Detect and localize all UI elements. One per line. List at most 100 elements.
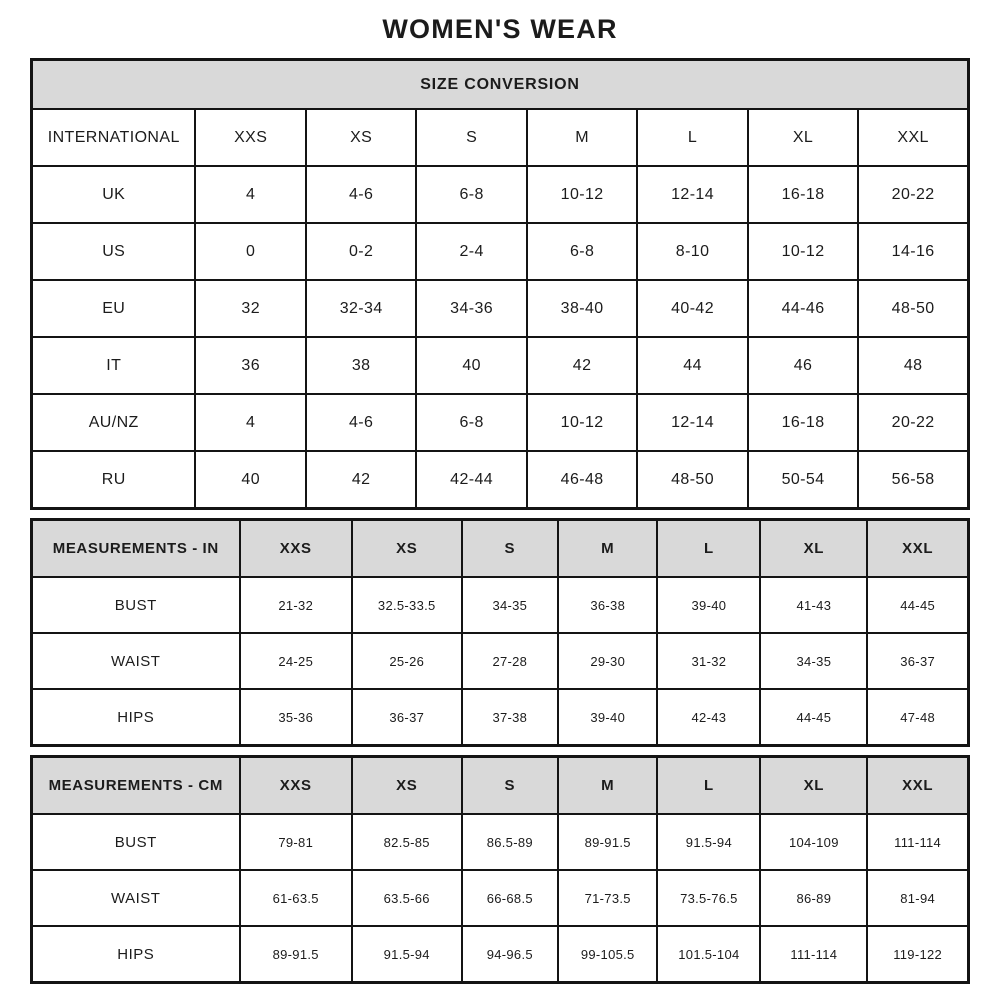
measurement-value-cell: 47-48 [866,688,970,747]
size-column-header: XS [350,518,463,578]
region-row-label: AU/NZ [30,393,197,452]
size-value-cell: 32 [194,279,307,338]
size-guide-page: WOMEN'S WEAR SIZE CONVERSION INTERNATIONA… [30,0,970,984]
measurement-value-cell: 35-36 [238,688,353,747]
table-row: BUST 21-32 32.5-33.5 34-35 36-38 39-40 41-43 44… [30,576,970,634]
measurement-row-label: BUST [30,813,241,871]
measurement-value-cell: 91.5-94 [350,925,463,984]
measurement-value-cell: 73.5-76.5 [656,869,762,927]
size-value-cell: 6-8 [415,165,528,224]
measurement-value-cell: 36-37 [350,688,463,747]
table-row: RU 40 42 42-44 46-48 48-50 50-54 56-58 [30,450,970,510]
size-value-cell: 16-18 [746,393,860,452]
measurements-cm-body: MEASUREMENTS - CM XXS XS S M L XL XXL BUST 79-81 8… [30,755,970,984]
size-value-cell: 38-40 [525,279,639,338]
size-value-cell: 4-6 [304,165,418,224]
table-row: HIPS 89-91.5 91.5-94 94-96.5 99-105.5 101.5-1… [30,925,970,984]
measurement-value-cell: 42-43 [656,688,762,747]
size-column-header: XXL [866,755,970,815]
size-value-cell: 36 [194,336,307,395]
size-conversion-header: SIZE CONVERSION [30,58,970,110]
measurement-value-cell: 36-37 [866,632,970,690]
size-column-header: M [525,108,639,167]
size-value-cell: 10-12 [525,393,639,452]
size-value-cell: 2-4 [415,222,528,281]
measurement-value-cell: 119-122 [866,925,970,984]
table-header-row: MEASUREMENTS - IN XXS XS S M L XL XXL [30,518,970,578]
size-value-cell: 48-50 [857,279,970,338]
size-column-header: S [415,108,528,167]
measurement-value-cell: 34-35 [460,576,560,634]
measurement-value-cell: 61-63.5 [238,869,353,927]
measurement-value-cell: 89-91.5 [557,813,659,871]
measurement-value-cell: 63.5-66 [350,869,463,927]
table-row: UK 4 4-6 6-8 10-12 12-14 16-18 20-22 [30,165,970,224]
size-value-cell: 38 [304,336,418,395]
size-column-header: XL [746,108,860,167]
size-column-header: XS [304,108,418,167]
measurement-row-label: BUST [30,576,241,634]
measurement-value-cell: 24-25 [238,632,353,690]
measurement-value-cell: 36-38 [557,576,659,634]
measurements-in-body: MEASUREMENTS - IN XXS XS S M L XL XXL BUST 21-32 3… [30,518,970,747]
measurement-value-cell: 79-81 [238,813,353,871]
size-column-header: XXS [238,755,353,815]
measurement-value-cell: 27-28 [460,632,560,690]
international-column-header: INTERNATIONAL [30,108,197,167]
size-value-cell: 40-42 [636,279,749,338]
measurement-value-cell: 111-114 [866,813,970,871]
table-row: WAIST 61-63.5 63.5-66 66-68.5 71-73.5 73.5-76… [30,869,970,927]
size-value-cell: 16-18 [746,165,860,224]
region-row-label: US [30,222,197,281]
region-row-label: IT [30,336,197,395]
measurement-value-cell: 86.5-89 [460,813,560,871]
size-column-header: S [460,755,560,815]
size-column-header: L [656,755,762,815]
measurement-value-cell: 32.5-33.5 [350,576,463,634]
measurement-value-cell: 94-96.5 [460,925,560,984]
size-value-cell: 48 [857,336,970,395]
measurements-in-header: MEASUREMENTS - IN [30,518,241,578]
measurement-value-cell: 29-30 [557,632,659,690]
measurement-value-cell: 99-105.5 [557,925,659,984]
size-value-cell: 44 [636,336,749,395]
table-row: WAIST 24-25 25-26 27-28 29-30 31-32 34-35 36-37 [30,632,970,690]
size-column-header: XL [759,755,869,815]
measurement-row-label: HIPS [30,925,241,984]
table-row: IT 36 38 40 42 44 46 48 [30,336,970,395]
size-column-header: M [557,755,659,815]
size-value-cell: 46 [746,336,860,395]
size-value-cell: 46-48 [525,450,639,510]
table-row: BUST 79-81 82.5-85 86.5-89 89-91.5 91.5-94 104… [30,813,970,871]
measurement-value-cell: 39-40 [557,688,659,747]
measurement-value-cell: 37-38 [460,688,560,747]
measurement-value-cell: 25-26 [350,632,463,690]
size-value-cell: 42-44 [415,450,528,510]
size-conversion-body: SIZE CONVERSION INTERNATIONAL XXS XS S M L XL XX… [30,58,970,510]
size-value-cell: 4 [194,165,307,224]
measurement-value-cell: 111-114 [759,925,869,984]
size-value-cell: 10-12 [525,165,639,224]
size-column-header: XL [759,518,869,578]
measurement-value-cell: 81-94 [866,869,970,927]
size-value-cell: 0 [194,222,307,281]
table-row: EU 32 32-34 34-36 38-40 40-42 44-46 48-50 [30,279,970,338]
size-column-header: XXS [238,518,353,578]
region-row-label: EU [30,279,197,338]
table-row: HIPS 35-36 36-37 37-38 39-40 42-43 44-45 47-48 [30,688,970,747]
size-conversion-table: SIZE CONVERSION INTERNATIONAL XXS XS S M L XL XX… [30,58,970,510]
measurement-value-cell: 21-32 [238,576,353,634]
measurement-value-cell: 44-45 [759,688,869,747]
measurements-in-table: MEASUREMENTS - IN XXS XS S M L XL XXL BUST 21-32 3… [30,518,970,747]
size-value-cell: 10-12 [746,222,860,281]
measurement-row-label: WAIST [30,632,241,690]
measurement-value-cell: 41-43 [759,576,869,634]
size-column-header: XXL [866,518,970,578]
size-column-header: L [656,518,762,578]
size-value-cell: 44-46 [746,279,860,338]
measurement-value-cell: 89-91.5 [238,925,353,984]
measurement-value-cell: 86-89 [759,869,869,927]
size-column-header: XXS [194,108,307,167]
size-value-cell: 42 [525,336,639,395]
table-header-row: MEASUREMENTS - CM XXS XS S M L XL XXL [30,755,970,815]
